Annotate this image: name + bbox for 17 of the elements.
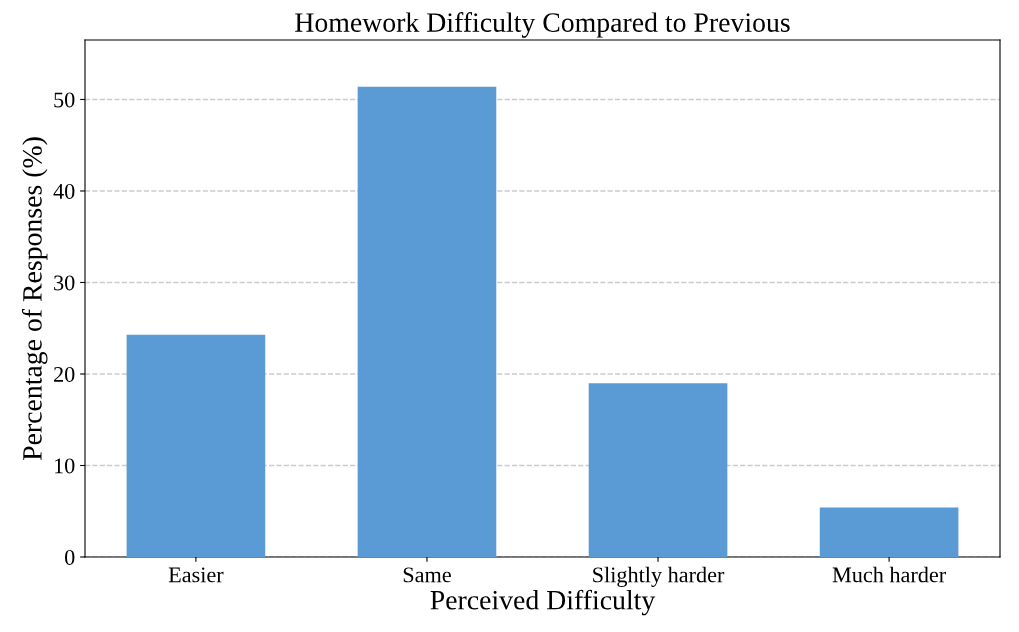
x-tick-label: Same — [403, 567, 451, 583]
bar — [357, 86, 497, 557]
y-tick-label: 10 — [55, 458, 75, 474]
y-tick-label: 40 — [53, 183, 75, 199]
chart-title: Homework Difficulty Compared to Previous — [295, 12, 790, 38]
y-tick-label: 20 — [54, 366, 75, 382]
y-tick-label: 30 — [54, 275, 75, 291]
x-tick-label: Slightly harder — [593, 566, 725, 587]
bar — [126, 334, 266, 557]
y-axis-title: Percentage of Responses (%) — [21, 137, 48, 461]
bar — [819, 507, 959, 557]
y-tick-label: 0 — [65, 549, 75, 565]
x-tick-label: Much harder — [832, 566, 946, 583]
x-tick-label: Easier — [168, 567, 224, 583]
bar — [588, 383, 728, 557]
x-axis-title: Perceived Difficulty — [430, 589, 656, 616]
y-tick-label: 50 — [54, 92, 75, 108]
